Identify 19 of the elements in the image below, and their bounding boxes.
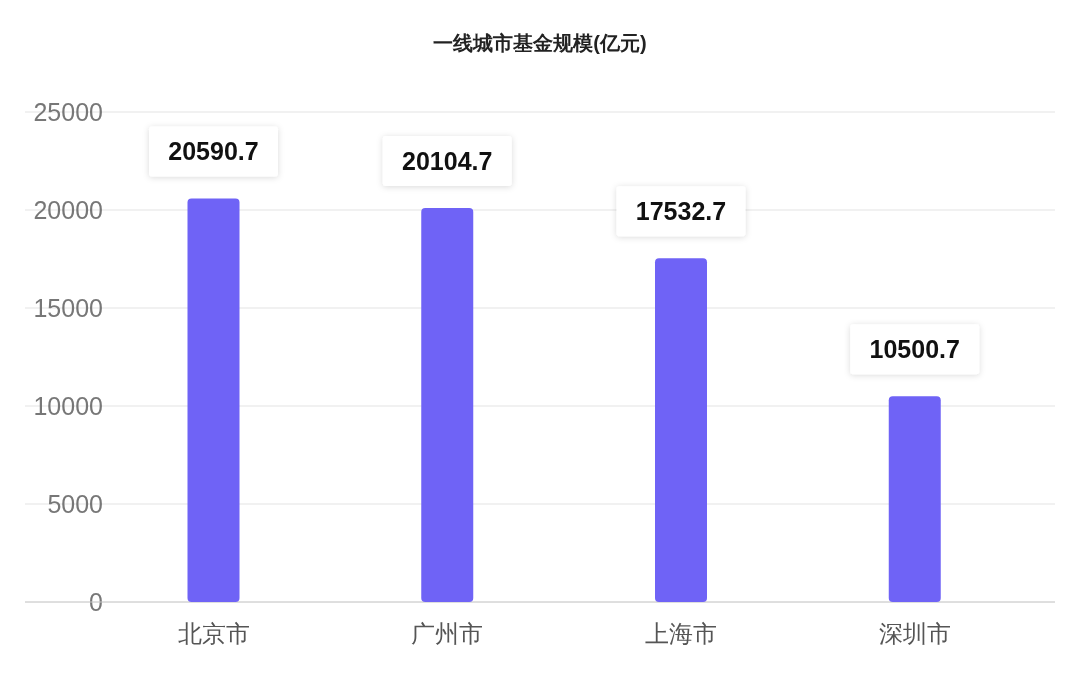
- bar: [421, 207, 474, 602]
- data-label: 20590.7: [168, 137, 259, 166]
- bar: [888, 396, 941, 602]
- x-tick-label: 上海市: [645, 620, 717, 647]
- data-label: 20104.7: [402, 146, 493, 175]
- x-tick-label: 广州市: [411, 620, 484, 647]
- y-tick-label: 20000: [33, 196, 103, 224]
- data-label: 17532.7: [635, 197, 727, 226]
- y-tick-label: 10000: [33, 392, 103, 420]
- y-tick-label: 5000: [47, 490, 103, 518]
- y-tick-label: 15000: [33, 294, 103, 322]
- bar: [655, 258, 707, 602]
- y-tick-label: 25000: [33, 98, 103, 126]
- data-label: 10500.7: [869, 335, 960, 364]
- y-tick-label: 0: [89, 588, 103, 616]
- chart-title: 一线城市基金规模(亿元): [433, 32, 647, 54]
- bar: [187, 198, 240, 602]
- x-tick-label: 深圳市: [878, 620, 951, 647]
- x-tick-label: 北京市: [177, 620, 250, 647]
